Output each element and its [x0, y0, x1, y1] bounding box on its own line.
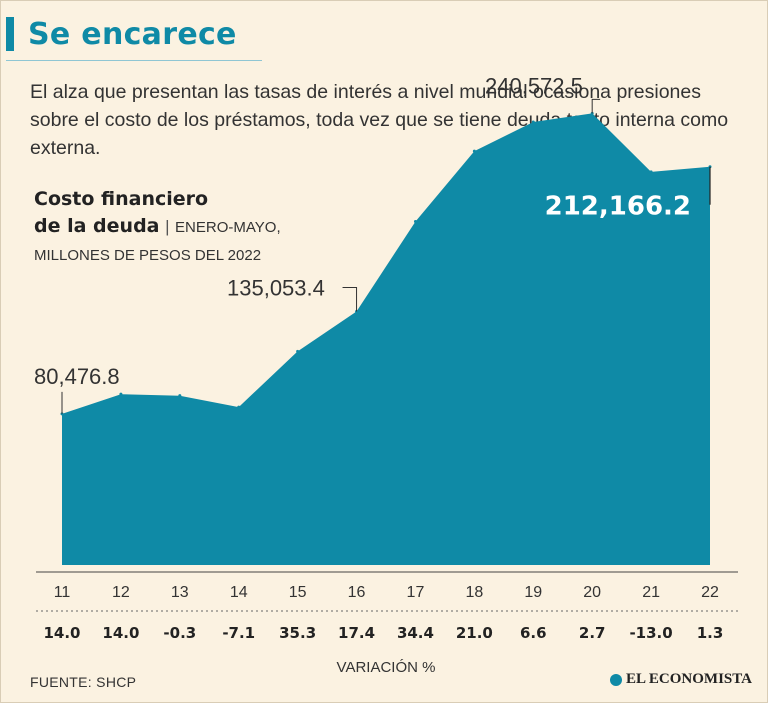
data-label: 240,572.5	[485, 73, 583, 98]
chart-subtitle-line1: ENERO-MAYO,	[175, 219, 281, 236]
variation-value: 6.6	[520, 624, 547, 642]
x-tick-label: 17	[407, 584, 425, 601]
data-label: 80,476.8	[34, 364, 120, 389]
x-tick-label: 15	[289, 584, 307, 601]
brand-globe-icon	[610, 673, 622, 686]
data-point	[237, 405, 241, 409]
data-point	[649, 170, 653, 174]
title-underline	[6, 60, 262, 61]
chart-title: Costo financiero de la deuda | ENERO-MAY…	[34, 186, 354, 269]
area-series	[62, 113, 710, 566]
x-tick-label: 11	[54, 584, 71, 601]
chart-title-line2: de la deuda	[34, 215, 160, 237]
data-point	[119, 392, 123, 396]
page-title: Se encarece	[28, 16, 237, 52]
variation-value: -7.1	[222, 624, 255, 642]
variation-value: -0.3	[163, 624, 196, 642]
x-tick-label: 16	[348, 584, 366, 601]
brand-logo: EL ECONOMISTA	[610, 671, 752, 688]
x-tick-label: 14	[230, 584, 248, 601]
variation-value: 21.0	[456, 624, 493, 642]
variation-value: 35.3	[279, 624, 316, 642]
title-accent-bar	[6, 17, 14, 51]
x-tick-label: 13	[171, 584, 189, 601]
source-note: FUENTE: SHCP	[30, 674, 137, 690]
variation-value: 1.3	[697, 624, 724, 642]
variation-value: 2.7	[579, 624, 606, 642]
header: Se encarece	[0, 10, 237, 58]
variation-value: 17.4	[338, 624, 375, 642]
brand-name: EL ECONOMISTA	[626, 671, 752, 687]
data-label: 135,053.4	[227, 275, 325, 300]
x-tick-label: 12	[112, 584, 130, 601]
x-tick-label: 19	[524, 584, 542, 601]
data-label-highlight: 212,166.2	[545, 192, 691, 222]
chart-title-line1: Costo financiero	[34, 188, 209, 210]
x-tick-label: 20	[583, 584, 601, 601]
x-tick-label: 22	[701, 584, 719, 601]
data-point	[413, 219, 417, 223]
variation-value: 34.4	[397, 624, 434, 642]
chart-subtitle-line2: MILLONES DE PESOS DEL 2022	[34, 247, 262, 264]
callout-line	[342, 286, 358, 312]
data-point	[472, 149, 476, 153]
variation-value: 14.0	[102, 624, 139, 642]
variation-value: -13.0	[629, 624, 672, 642]
x-tick-label: 18	[465, 584, 483, 601]
data-point	[531, 120, 535, 124]
variation-axis-label: VARIACIÓN %	[337, 659, 436, 676]
variation-value: 14.0	[43, 624, 80, 642]
title-separator: |	[165, 217, 170, 236]
data-point	[178, 394, 182, 398]
callout-line	[591, 98, 601, 114]
x-tick-label: 21	[642, 584, 660, 601]
data-point	[296, 349, 300, 353]
